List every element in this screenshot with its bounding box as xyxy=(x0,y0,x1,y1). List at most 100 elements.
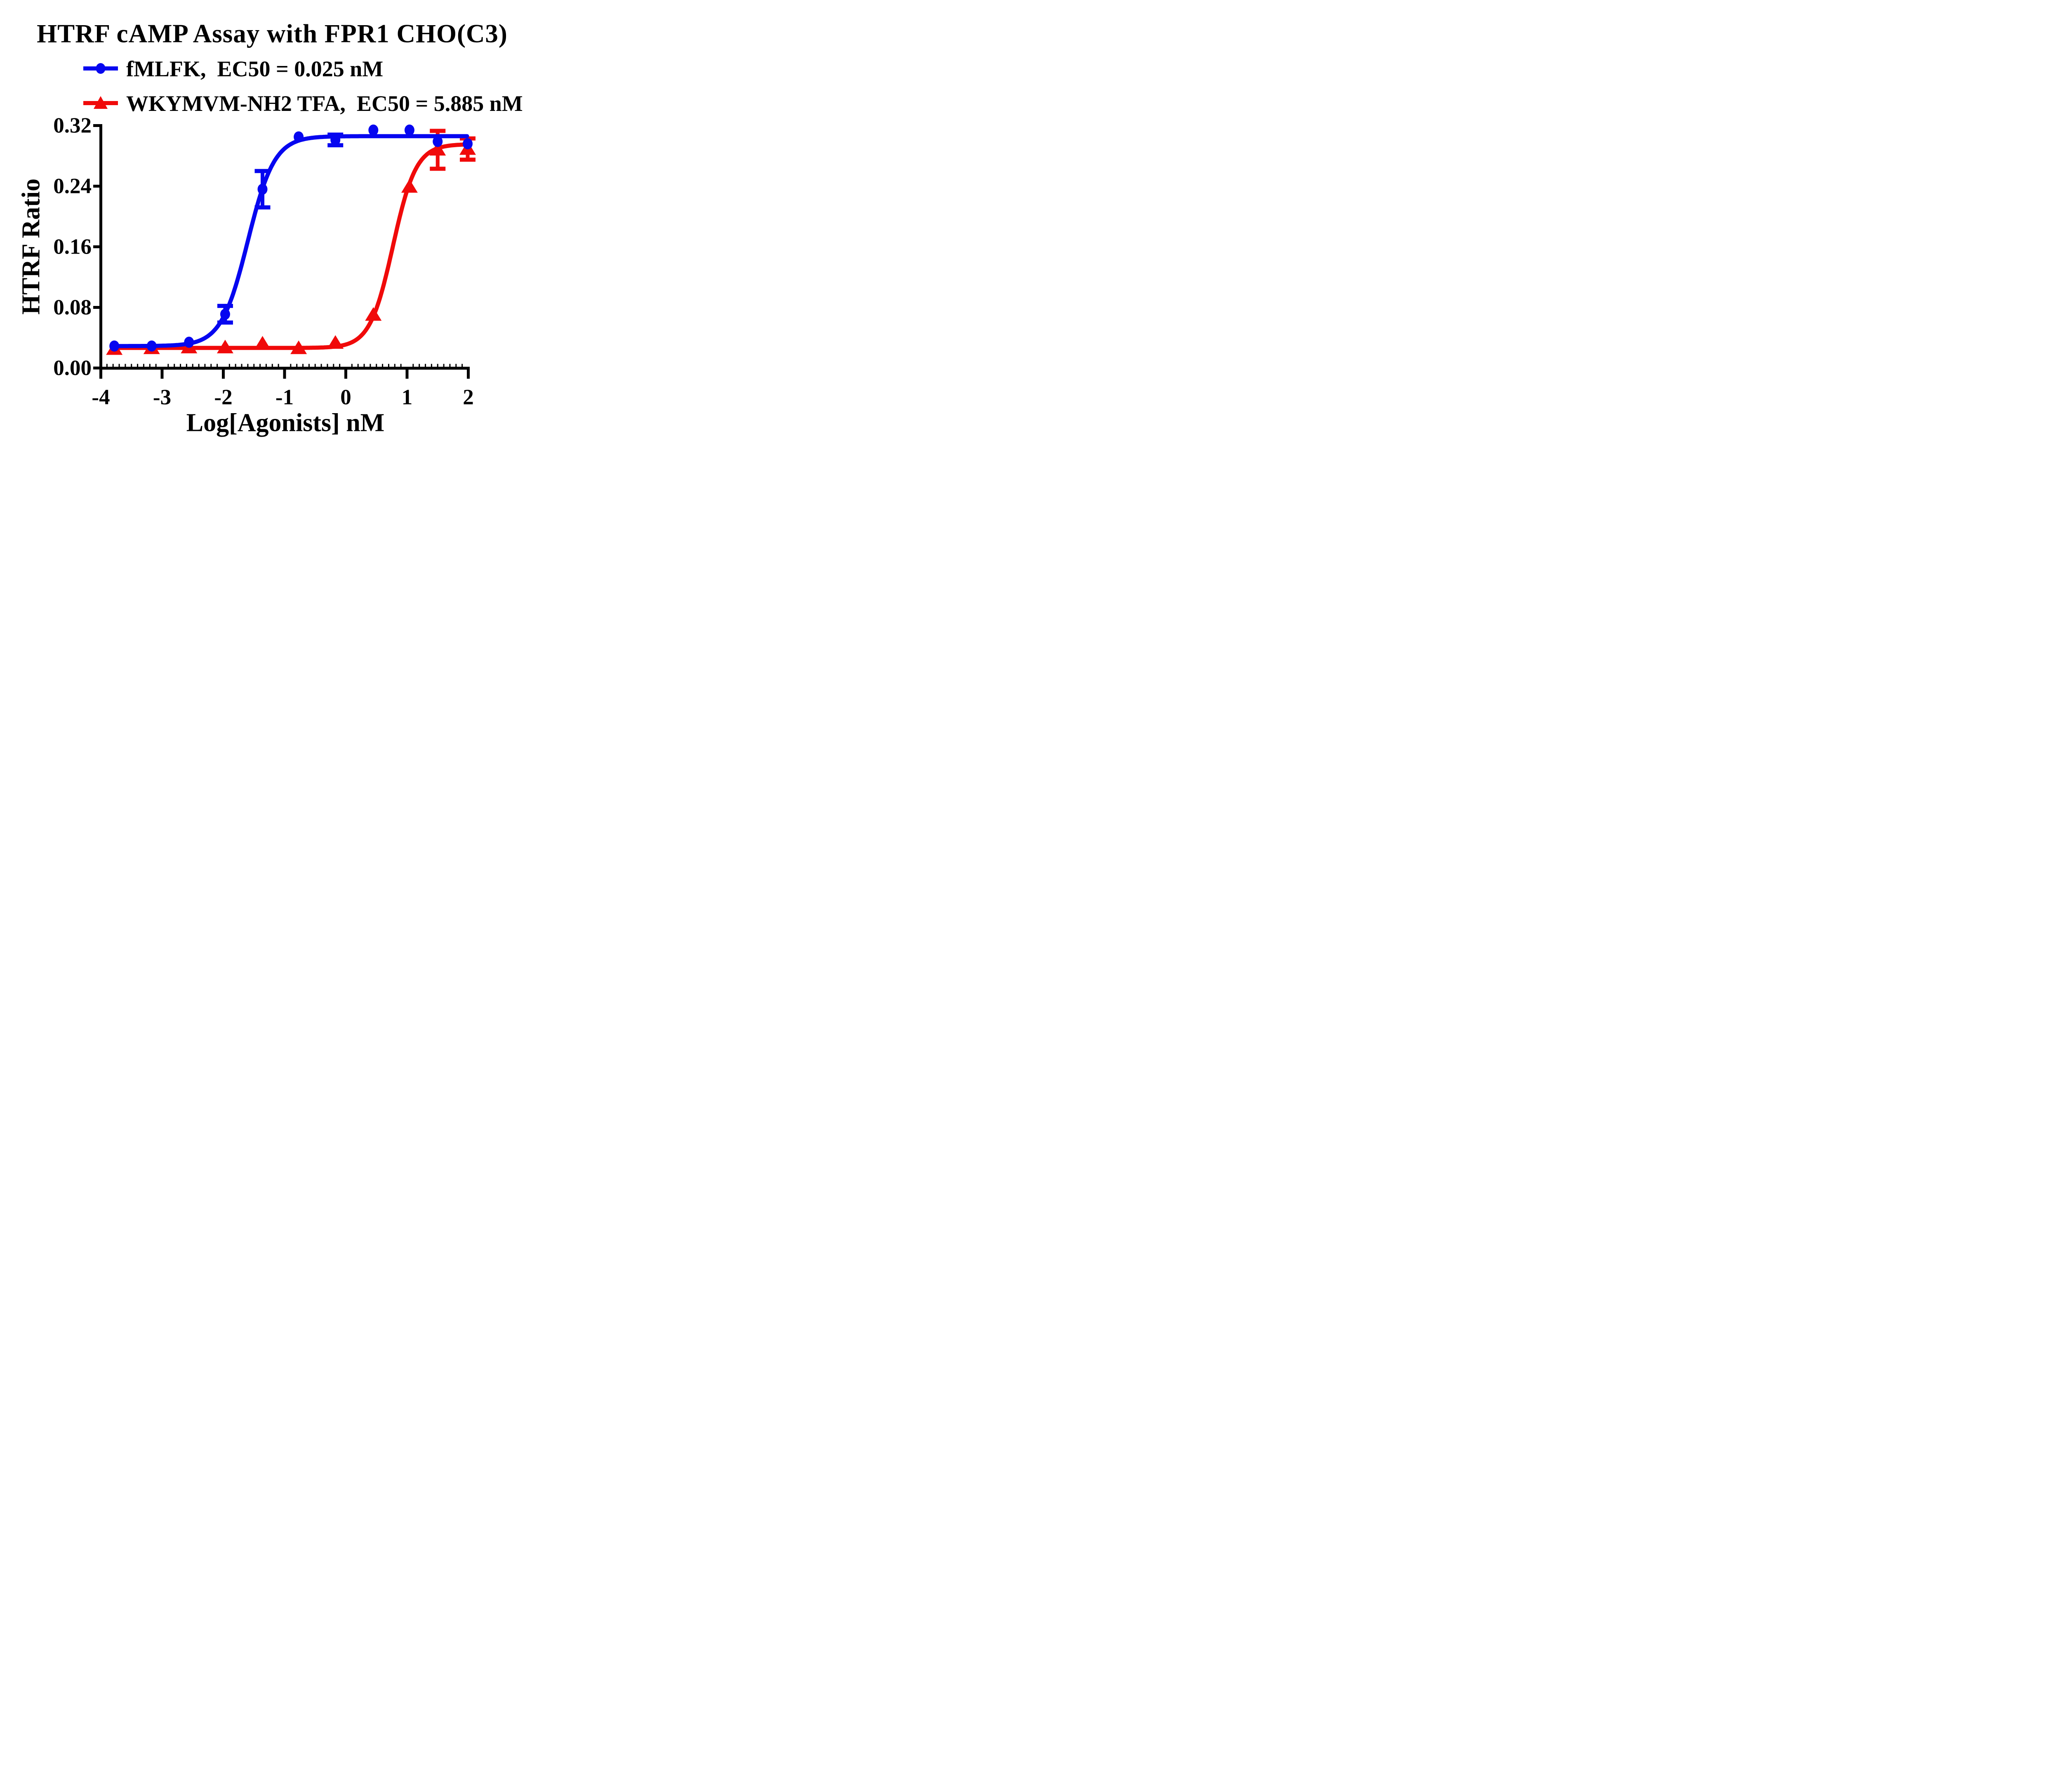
x-minor-tick xyxy=(241,364,242,367)
x-minor-tick xyxy=(149,364,151,367)
x-major-tick xyxy=(405,369,409,379)
y-tick-label: 0.08 xyxy=(53,295,92,319)
x-minor-tick xyxy=(204,364,206,367)
x-minor-tick xyxy=(302,364,304,367)
x-minor-tick xyxy=(412,364,414,367)
x-minor-tick xyxy=(125,364,126,367)
wkymvm-data-point xyxy=(217,339,233,353)
x-minor-tick xyxy=(419,364,420,367)
x-minor-tick xyxy=(314,364,316,367)
x-minor-tick xyxy=(192,364,193,367)
y-tick-label: 0.16 xyxy=(53,235,92,259)
x-minor-tick xyxy=(339,364,341,367)
fmlfk-data-point xyxy=(146,340,157,352)
fmlfk-data-point xyxy=(330,134,341,146)
x-minor-tick xyxy=(265,364,267,367)
x-minor-tick xyxy=(217,364,218,367)
y-major-tick xyxy=(93,124,99,127)
x-minor-tick xyxy=(425,364,426,367)
wkymvm-data-point xyxy=(401,179,418,193)
fmlfk-data-point xyxy=(404,125,414,136)
x-minor-tick xyxy=(382,364,384,367)
x-minor-tick xyxy=(143,364,144,367)
figure: HTRF cAMP Assay with FPR1 CHO(C3) fMLFK,… xyxy=(0,0,526,448)
x-minor-tick xyxy=(320,364,322,367)
fmlfk-data-point xyxy=(109,340,120,352)
x-major-tick xyxy=(99,369,102,379)
wkymvm-data-point xyxy=(290,340,307,354)
x-tick-label: 0 xyxy=(340,385,351,409)
x-minor-tick xyxy=(333,364,334,367)
x-tick-label: -3 xyxy=(153,385,172,409)
x-minor-tick xyxy=(112,364,114,367)
x-minor-tick xyxy=(253,364,255,367)
fmlfk-data-point xyxy=(220,308,230,320)
x-minor-tick xyxy=(174,364,175,367)
circle-marker-icon xyxy=(83,63,118,74)
x-minor-tick xyxy=(296,364,298,367)
x-minor-tick xyxy=(351,364,353,367)
x-minor-tick xyxy=(437,364,438,367)
y-axis-line xyxy=(99,124,102,370)
fmlfk-data-point xyxy=(433,136,443,147)
x-minor-tick xyxy=(290,364,292,367)
legend-label-wkymvm: WKYMVM-NH2 TFA, EC50 = 5.885 nM xyxy=(126,91,523,116)
x-minor-tick xyxy=(180,364,181,367)
x-minor-tick xyxy=(131,364,132,367)
y-tick-label: 0.24 xyxy=(53,174,92,198)
wkymvm-data-point xyxy=(365,307,382,321)
x-minor-tick xyxy=(363,364,365,367)
x-tick-label: -4 xyxy=(92,385,110,409)
x-minor-tick xyxy=(455,364,457,367)
x-minor-tick xyxy=(357,364,359,367)
x-major-tick xyxy=(344,369,347,379)
wkymvm-fit-curve xyxy=(112,142,469,350)
x-minor-tick xyxy=(137,364,139,367)
x-minor-tick xyxy=(431,364,432,367)
x-minor-tick xyxy=(198,364,200,367)
x-tick-label: 2 xyxy=(463,385,474,409)
fmlfk-data-point xyxy=(294,131,304,143)
x-tick-label: -2 xyxy=(214,385,233,409)
x-minor-tick xyxy=(118,364,120,367)
x-minor-tick xyxy=(370,364,371,367)
legend-triangle xyxy=(94,96,108,109)
x-minor-tick xyxy=(376,364,377,367)
y-major-tick xyxy=(93,185,99,188)
x-tick-label: -1 xyxy=(275,385,294,409)
x-minor-tick xyxy=(167,364,169,367)
x-minor-tick xyxy=(394,364,395,367)
y-major-tick xyxy=(93,367,99,369)
y-major-tick xyxy=(93,306,99,309)
x-minor-tick xyxy=(247,364,249,367)
y-major-tick xyxy=(93,245,99,248)
x-minor-tick xyxy=(400,364,402,367)
wkymvm-data-point xyxy=(429,142,446,156)
x-minor-tick xyxy=(106,364,108,367)
x-minor-tick xyxy=(327,364,328,367)
wkymvm-data-point xyxy=(254,336,271,350)
fmlfk-data-point xyxy=(257,183,268,195)
x-minor-tick xyxy=(449,364,451,367)
fmlfk-data-point xyxy=(368,125,379,136)
x-major-tick xyxy=(222,369,225,379)
x-minor-tick xyxy=(388,364,389,367)
x-minor-tick xyxy=(259,364,261,367)
x-tick-label: 1 xyxy=(401,385,413,409)
x-major-tick xyxy=(283,369,286,379)
x-minor-tick xyxy=(210,364,212,367)
x-axis-line xyxy=(99,367,470,370)
x-minor-tick xyxy=(228,364,230,367)
x-minor-tick xyxy=(235,364,236,367)
chart-title: HTRF cAMP Assay with FPR1 CHO(C3) xyxy=(37,19,508,48)
x-axis-title: Log[Agonists] nM xyxy=(186,409,385,437)
fmlfk-data-point xyxy=(463,138,473,150)
x-minor-tick xyxy=(443,364,445,367)
plot-area xyxy=(93,124,476,379)
y-tick-label: 0.32 xyxy=(53,113,92,137)
fmlfk-fit-curve xyxy=(112,134,469,348)
y-tick-label: 0.00 xyxy=(53,356,92,380)
x-major-tick xyxy=(467,369,470,379)
x-minor-tick xyxy=(308,364,310,367)
triangle-marker-icon xyxy=(83,96,118,109)
